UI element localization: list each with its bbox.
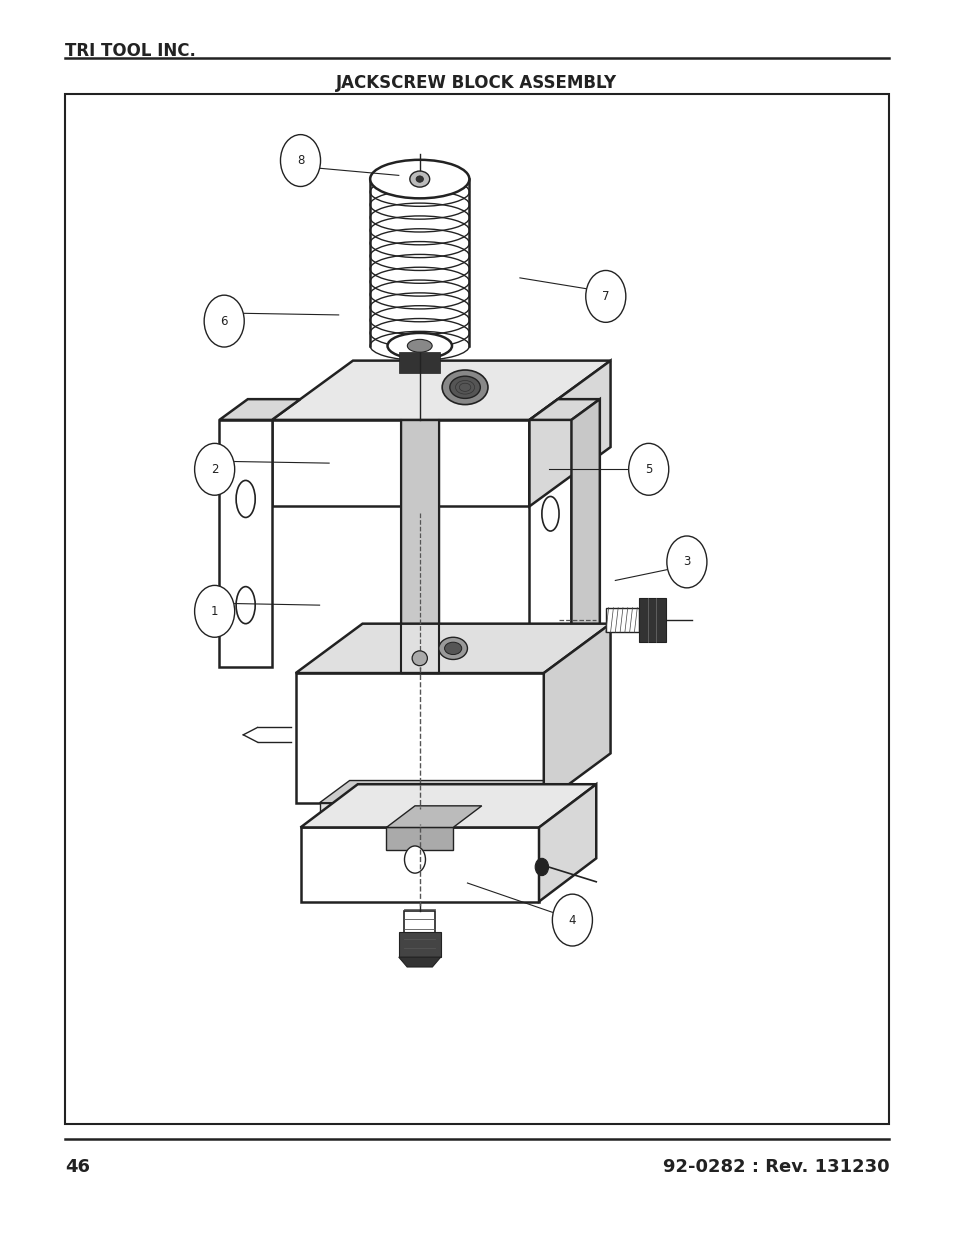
Text: 7: 7: [601, 290, 609, 303]
Text: 92-0282 : Rev. 131230: 92-0282 : Rev. 131230: [661, 1158, 888, 1177]
Text: 8: 8: [296, 154, 304, 167]
Circle shape: [585, 270, 625, 322]
Ellipse shape: [444, 642, 461, 655]
Ellipse shape: [416, 175, 423, 183]
Circle shape: [535, 858, 548, 876]
Circle shape: [194, 585, 234, 637]
Polygon shape: [300, 827, 538, 902]
Polygon shape: [398, 932, 440, 957]
Ellipse shape: [410, 172, 429, 186]
Text: 4: 4: [568, 914, 576, 926]
Ellipse shape: [541, 496, 558, 531]
Ellipse shape: [412, 651, 427, 666]
Polygon shape: [319, 781, 549, 803]
Polygon shape: [529, 420, 571, 667]
Text: 5: 5: [644, 463, 652, 475]
Ellipse shape: [404, 846, 425, 873]
Ellipse shape: [407, 340, 432, 352]
Polygon shape: [571, 399, 599, 667]
Ellipse shape: [236, 480, 254, 517]
Text: 46: 46: [65, 1158, 90, 1177]
Polygon shape: [543, 624, 610, 803]
Text: TRI TOOL INC.: TRI TOOL INC.: [65, 42, 195, 61]
Circle shape: [194, 443, 234, 495]
Text: JACKSCREW BLOCK ASSEMBLY: JACKSCREW BLOCK ASSEMBLY: [336, 74, 617, 93]
Polygon shape: [400, 420, 438, 673]
Polygon shape: [538, 784, 596, 902]
Polygon shape: [295, 673, 543, 803]
Polygon shape: [219, 399, 300, 420]
Circle shape: [628, 443, 668, 495]
Polygon shape: [529, 399, 599, 420]
Polygon shape: [272, 420, 529, 506]
Bar: [65, 94, 888, 1124]
Circle shape: [552, 894, 592, 946]
Polygon shape: [398, 352, 440, 373]
Text: 2: 2: [211, 463, 218, 475]
Circle shape: [280, 135, 320, 186]
Ellipse shape: [438, 637, 467, 659]
Ellipse shape: [236, 587, 254, 624]
Polygon shape: [398, 957, 440, 967]
Ellipse shape: [441, 370, 488, 405]
Polygon shape: [386, 827, 453, 850]
Polygon shape: [404, 911, 435, 948]
Polygon shape: [295, 624, 610, 673]
Polygon shape: [300, 784, 596, 827]
Polygon shape: [386, 805, 481, 827]
Text: 6: 6: [220, 315, 228, 327]
Polygon shape: [529, 361, 610, 506]
Ellipse shape: [370, 159, 469, 199]
Polygon shape: [639, 598, 665, 642]
Circle shape: [204, 295, 244, 347]
Text: 3: 3: [682, 556, 690, 568]
Ellipse shape: [449, 377, 479, 399]
Text: 1: 1: [211, 605, 218, 618]
Polygon shape: [319, 803, 519, 821]
Circle shape: [666, 536, 706, 588]
Polygon shape: [605, 608, 639, 632]
Ellipse shape: [387, 333, 452, 358]
Polygon shape: [219, 420, 272, 667]
Polygon shape: [272, 361, 610, 420]
